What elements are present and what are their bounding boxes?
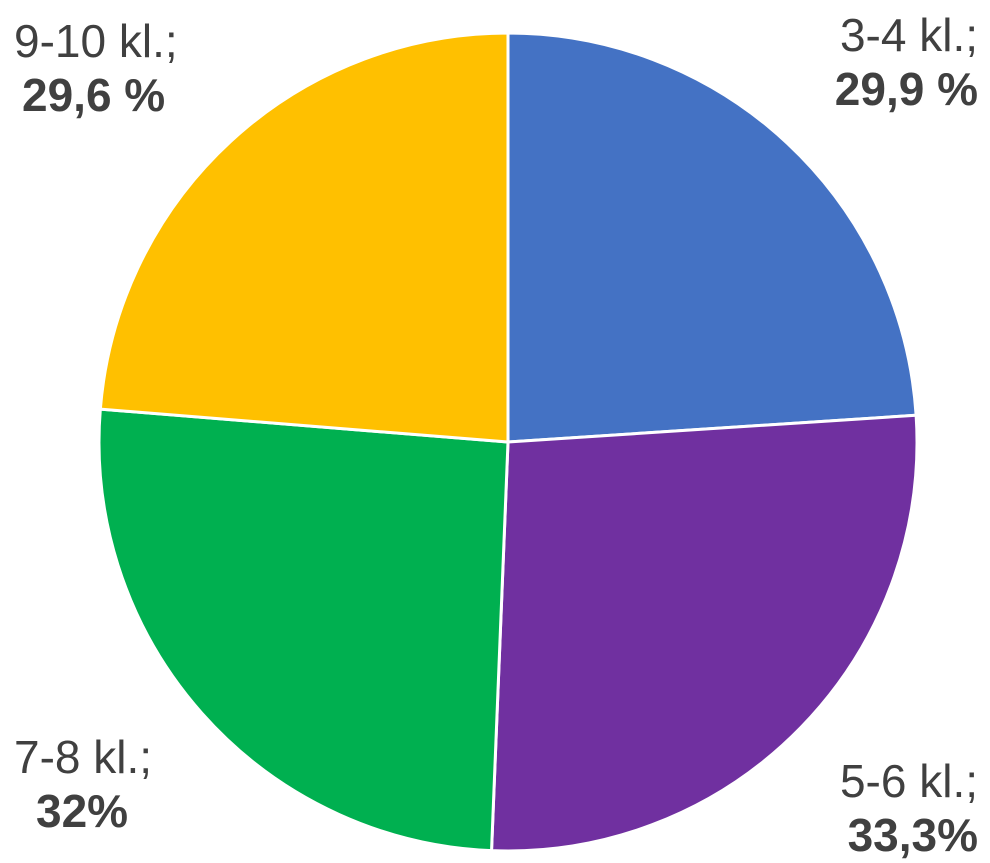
data-label-7-8-kl: 7-8 kl.; 32% (14, 730, 152, 838)
pie-slices (97, 31, 919, 853)
data-label-category: 9-10 kl.; (14, 15, 178, 67)
pie-slice-5-6-kl (489, 413, 919, 853)
pie-slice-9-10-kl (98, 31, 510, 444)
pie-slice-3-4-kl (506, 31, 918, 444)
data-label-percent: 33,3% (847, 809, 978, 861)
data-label-category: 5-6 kl.; (839, 755, 978, 807)
data-label-percent: 29,9 % (834, 63, 978, 115)
data-label-3-4-kl: 3-4 kl.; 29,9 % (835, 8, 978, 116)
data-label-category: 7-8 kl.; (14, 731, 153, 783)
data-label-5-6-kl: 5-6 kl.; 33,3% (840, 754, 978, 862)
pie-slice-7-8-kl (97, 407, 510, 853)
data-label-percent: 29,6 % (22, 69, 166, 121)
data-label-category: 3-4 kl.; (839, 9, 978, 61)
data-label-9-10-kl: 9-10 kl.; 29,6 % (14, 14, 178, 122)
data-label-percent: 32% (36, 785, 129, 837)
